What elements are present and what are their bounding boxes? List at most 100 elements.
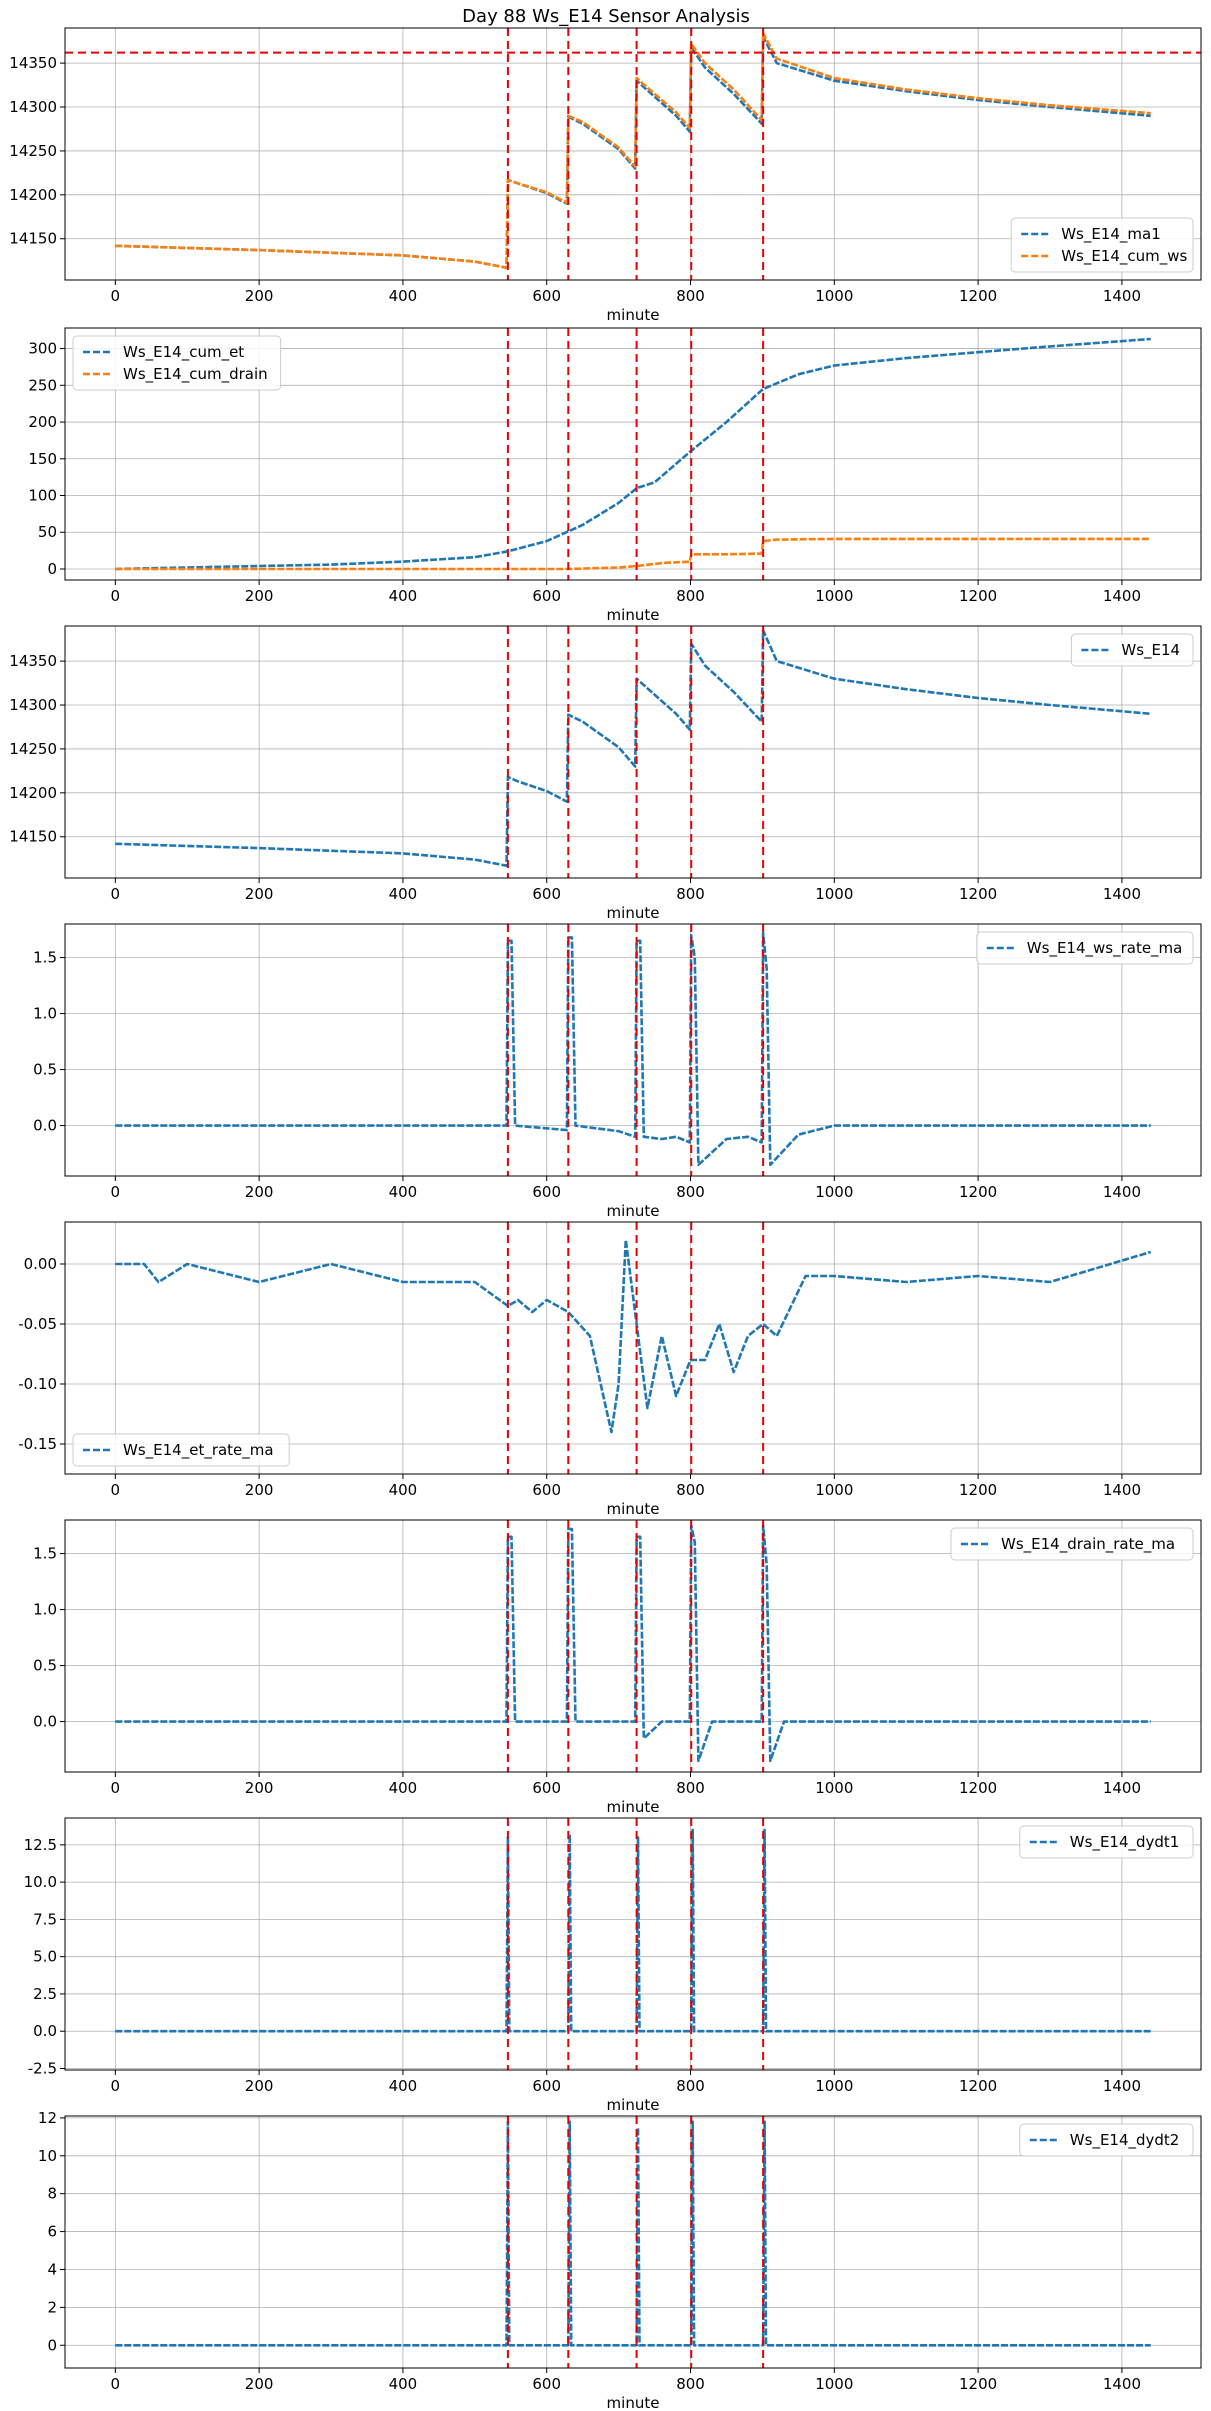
x-tick-label: 0	[111, 1481, 121, 1499]
legend-label: Ws_E14_cum_drain	[123, 365, 268, 384]
y-tick-label: 100	[28, 487, 57, 505]
x-tick-label: 1000	[815, 587, 853, 605]
x-axis-title: minute	[607, 2096, 660, 2114]
y-tick-label: 14300	[9, 696, 57, 714]
legend: Ws_E14_dydt1	[1019, 1825, 1194, 1859]
x-tick-label: 600	[532, 2375, 561, 2393]
y-tick-label: 0.5	[33, 1061, 57, 1079]
x-tick-label: 400	[389, 587, 418, 605]
series-line-Ws_E14_drain_rate_ma	[115, 1524, 1151, 1763]
y-tick-label: 300	[28, 340, 57, 358]
x-tick-label: 400	[389, 287, 418, 305]
x-tick-label: 1000	[815, 2375, 853, 2393]
legend-label: Ws_E14_cum_ws	[1061, 247, 1187, 266]
plot-area	[115, 2116, 1151, 2368]
x-tick-label: 1400	[1103, 287, 1141, 305]
axes-frame	[64, 1519, 1202, 1773]
x-tick-label: 0	[111, 1779, 121, 1797]
plot-area	[115, 626, 1151, 878]
x-tick-label: 600	[532, 885, 561, 903]
x-axis-title: minute	[607, 606, 660, 624]
y-tick-label: 6	[47, 2223, 57, 2241]
x-tick-label: 1400	[1103, 885, 1141, 903]
axes-frame	[64, 1221, 1202, 1475]
subplot-1: 0 200 400 600 800 1000 1200 1400 14150 14200 14250…	[9, 27, 1202, 324]
axes-frame	[64, 625, 1202, 879]
x-tick-label: 800	[676, 287, 705, 305]
x-tick-label: 600	[532, 587, 561, 605]
legend-box	[1070, 633, 1194, 667]
legend: Ws_E14_drain_rate_ma	[950, 1527, 1194, 1561]
subplot-8: 0 200 400 600 800 1000 1200 1400 0 2 4 6 8 10 12 minute…	[38, 2109, 1202, 2411]
y-tick-label: 0.0	[33, 1713, 57, 1731]
x-tick-label: 400	[389, 1779, 418, 1797]
x-tick-label: 0	[111, 287, 121, 305]
x-tick-label: 200	[245, 2375, 274, 2393]
subplot-3: 0 200 400 600 800 1000 1200 1400 14150 14200 14250…	[9, 625, 1202, 922]
axes-frame	[64, 1817, 1202, 2071]
x-tick-label: 800	[676, 587, 705, 605]
y-tick-label: 2	[47, 2298, 57, 2316]
plot-area	[115, 1520, 1151, 1772]
legend-label: Ws_E14_ma1	[1061, 225, 1161, 244]
figure-title: Day 88 Ws_E14 Sensor Analysis	[462, 6, 750, 27]
series-line-Ws_E14_et_rate_ma	[115, 1238, 1152, 1434]
legend-label: Ws_E14_et_rate_ma	[123, 1441, 274, 1460]
y-tick-label: 14350	[9, 652, 57, 670]
series-line-Ws_E14	[115, 629, 1151, 868]
x-axis-title: minute	[607, 1798, 660, 1816]
legend-label: Ws_E14_ws_rate_ma	[1027, 939, 1183, 958]
x-tick-label: 200	[245, 885, 274, 903]
x-tick-label: 600	[532, 1183, 561, 1201]
plot-area	[115, 1818, 1151, 2070]
subplot-7: 0 200 400 600 800 1000 1200 1400 -2.5 0.0 2.5 5.0 7.…	[24, 1817, 1202, 2114]
subplot-5: 0 200 400 600 800 1000 1200 1400 0.00 -0.05 -0.10 -…	[18, 1221, 1202, 1518]
x-tick-label: 200	[245, 1779, 274, 1797]
y-tick-label: 1.0	[33, 1601, 57, 1619]
x-tick-label: 400	[389, 2375, 418, 2393]
x-tick-label: 0	[111, 2077, 121, 2095]
legend-label: Ws_E14_dydt2	[1070, 2131, 1180, 2150]
y-tick-label: 1.0	[33, 1005, 57, 1023]
x-tick-label: 0	[111, 885, 121, 903]
plot-area	[115, 328, 1151, 580]
x-tick-label: 200	[245, 587, 274, 605]
y-tick-label: 0.0	[33, 1117, 57, 1135]
x-axis-title: minute	[607, 1202, 660, 1220]
legend-box	[72, 1433, 290, 1467]
x-tick-label: 1000	[815, 1481, 853, 1499]
x-tick-label: 1200	[959, 1183, 997, 1201]
x-tick-label: 600	[532, 2077, 561, 2095]
x-tick-label: 1400	[1103, 1779, 1141, 1797]
series-line-Ws_E14_cum_ws	[115, 31, 1151, 270]
legend-box	[1019, 1825, 1194, 1859]
y-tick-label: 0.00	[24, 1255, 57, 1273]
y-tick-label: 150	[28, 450, 57, 468]
plot-area	[115, 924, 1151, 1176]
axes-frame	[64, 2115, 1202, 2369]
series-line-Ws_E14_dydt2	[115, 2120, 1151, 2347]
y-tick-label: 8	[47, 2185, 57, 2203]
x-tick-label: 400	[389, 1183, 418, 1201]
y-tick-label: 14350	[9, 54, 57, 72]
x-tick-label: 1000	[815, 885, 853, 903]
y-tick-label: -2.5	[28, 2060, 57, 2078]
x-tick-label: 600	[532, 287, 561, 305]
y-tick-label: 12	[38, 2109, 57, 2127]
series-line-Ws_E14_cum_et	[115, 337, 1151, 571]
subplot-2: 0 200 400 600 800 1000 1200 1400 0 50 100 150 200 250…	[28, 327, 1202, 624]
y-tick-label: 50	[38, 523, 57, 541]
subplot-stack: 0 200 400 600 800 1000 1200 1400141501420014250…	[9, 27, 1202, 2411]
plot-area	[65, 28, 1201, 280]
x-tick-label: 1000	[815, 2077, 853, 2095]
y-tick-label: 1.5	[33, 949, 57, 967]
legend-label: Ws_E14_dydt1	[1070, 1833, 1180, 1852]
x-tick-label: 1000	[815, 1183, 853, 1201]
x-tick-label: 1000	[815, 287, 853, 305]
x-tick-label: 1200	[959, 1481, 997, 1499]
y-tick-label: 250	[28, 376, 57, 394]
legend: Ws_E14_ma1 Ws_E14_cum_ws	[1010, 217, 1194, 273]
legend-label: Ws_E14_cum_et	[123, 343, 244, 362]
x-tick-label: 0	[111, 2375, 121, 2393]
